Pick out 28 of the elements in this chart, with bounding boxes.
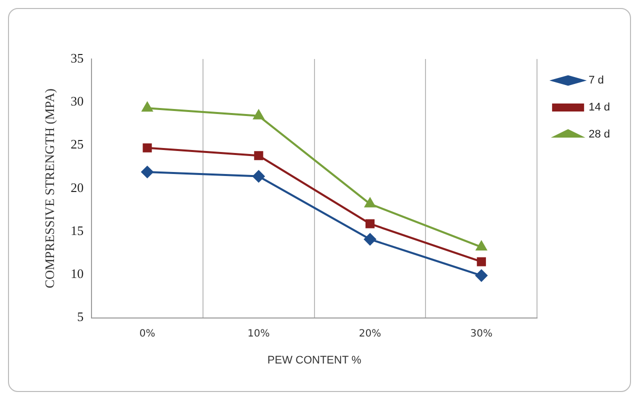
y-tick-label: 35 bbox=[70, 50, 84, 66]
x-tick-label: 30% bbox=[470, 328, 493, 340]
y-tick-label: 30 bbox=[70, 94, 84, 109]
point bbox=[476, 241, 487, 251]
y-tick-label: 5 bbox=[77, 309, 84, 324]
x-axis-title: PEW CONTENT % bbox=[267, 354, 362, 366]
y-tick-label: 20 bbox=[70, 180, 84, 195]
legend-label: 28 d bbox=[588, 128, 610, 141]
legend-label: 7 d bbox=[588, 74, 604, 87]
y-tick-label: 25 bbox=[70, 136, 84, 152]
x-tick-label: 10% bbox=[248, 328, 270, 340]
point bbox=[142, 102, 153, 112]
point bbox=[365, 219, 375, 228]
point bbox=[475, 270, 488, 282]
y-tick-label: 15 bbox=[70, 222, 84, 238]
point bbox=[476, 257, 486, 266]
point bbox=[142, 143, 152, 152]
legend-label: 14 d bbox=[588, 102, 610, 114]
point bbox=[253, 110, 264, 120]
point bbox=[364, 198, 376, 208]
y-axis-title: COMPRESSIVE STRENGTH (MPA) bbox=[42, 88, 58, 288]
y-tick-label: 10 bbox=[70, 266, 84, 282]
x-tick-label: 0% bbox=[139, 328, 156, 340]
point bbox=[364, 233, 376, 246]
x-tick-label: 20% bbox=[358, 328, 382, 340]
point bbox=[141, 166, 154, 178]
point bbox=[252, 170, 265, 182]
point bbox=[254, 151, 264, 160]
